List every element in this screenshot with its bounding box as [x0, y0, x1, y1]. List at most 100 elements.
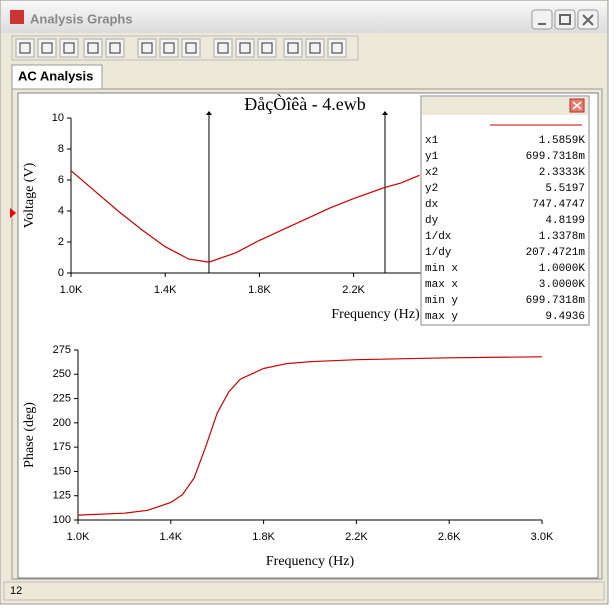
tab[interactable]	[11, 64, 103, 91]
toolbar-icon	[109, 42, 121, 54]
toolbar-icon	[41, 42, 53, 54]
toolbar-icon	[261, 42, 273, 54]
title-bar	[1, 1, 607, 33]
readout-value: 1.3378m	[539, 231, 586, 243]
toolbar-icon	[163, 42, 175, 54]
cursor-readout: x1 1.5859K y1 699.7318m x2 2.3333K y2 5.5197 dx 7…	[420, 95, 590, 326]
readout-label: x1	[425, 135, 439, 147]
x-tick-label: 1.4K	[154, 284, 177, 296]
cursor-handle	[381, 111, 388, 115]
toolbar-button[interactable]	[305, 38, 325, 58]
readout-label: y2	[425, 183, 438, 195]
y-axis-label: Voltage (V)	[22, 162, 37, 228]
readout-value: 747.4747	[532, 199, 585, 211]
x-tick-label: 2.6K	[438, 531, 461, 543]
readout-label: dx	[425, 199, 439, 211]
y-tick-label: 8	[58, 143, 64, 155]
readout-label: dy	[425, 215, 439, 227]
minimize-button[interactable]	[531, 9, 553, 30]
y-tick-label: 125	[53, 490, 71, 502]
x-tick-label: 3.0K	[531, 531, 554, 543]
toolbar-button[interactable]	[137, 38, 157, 58]
tab-label: AC Analysis	[18, 68, 93, 83]
toolbar-button[interactable]	[327, 38, 347, 58]
x-tick-label: 1.8K	[252, 531, 275, 543]
readout-value: 699.7318m	[526, 295, 586, 307]
y-tick-label: 200	[53, 417, 71, 429]
x-tick-label: 1.4K	[159, 531, 182, 543]
toolbar-button[interactable]	[235, 38, 255, 58]
readout-label: 1/dx	[425, 231, 452, 243]
window-title: Analysis Graphs	[30, 11, 133, 26]
cursor-handle	[205, 111, 212, 115]
readout-value: 5.5197	[545, 183, 585, 195]
y-tick-label: 0	[58, 267, 64, 279]
toolbar-icon	[141, 42, 153, 54]
x-tick-label: 2.2K	[342, 284, 365, 296]
y-tick-label: 150	[53, 465, 71, 477]
app-icon	[10, 10, 24, 24]
y-tick-label: 175	[53, 441, 71, 453]
x-axis-label: Frequency (Hz)	[266, 554, 355, 569]
readout-label: x2	[425, 167, 438, 179]
toolbar-button[interactable]	[283, 38, 303, 58]
toolbar-icon	[239, 42, 251, 54]
readout-label: 1/dy	[425, 247, 452, 259]
x-tick-label: 2.2K	[345, 531, 368, 543]
readout-value: 699.7318m	[526, 151, 586, 163]
status-bar	[3, 581, 605, 601]
readout-label: min x	[425, 263, 458, 275]
readout-label: y1	[425, 151, 439, 163]
toolbar-icon	[87, 42, 99, 54]
data-line	[70, 170, 420, 263]
y-tick-label: 10	[52, 112, 64, 124]
y-tick-label: 6	[58, 174, 64, 186]
y-tick-label: 100	[53, 514, 71, 526]
readout-label: max x	[425, 279, 458, 291]
readout-label: min y	[425, 295, 458, 307]
toolbar-icon	[287, 42, 299, 54]
y-tick-label: 2	[58, 236, 64, 248]
x-tick-label: 1.8K	[248, 284, 271, 296]
toolbar-button[interactable]	[213, 38, 233, 58]
toolbar-icon	[331, 42, 343, 54]
y-axis-label: Phase (deg)	[22, 402, 37, 468]
window-buttons	[531, 9, 599, 30]
toolbar-button[interactable]	[83, 38, 103, 58]
toolbar-button[interactable]	[15, 38, 35, 58]
toolbar-button[interactable]	[181, 38, 201, 58]
toolbar-button[interactable]	[59, 38, 79, 58]
toolbar-icon	[309, 42, 321, 54]
y-tick-label: 4	[58, 205, 64, 217]
toolbar-icon	[63, 42, 75, 54]
toolbar-button[interactable]	[37, 38, 57, 58]
toolbar	[11, 35, 359, 61]
x-axis-label: Frequency (Hz)	[331, 307, 420, 322]
readout-value: 2.3333K	[539, 167, 586, 179]
readout-value: 1.5859K	[539, 135, 586, 147]
readout-value: 4.8199	[545, 215, 585, 227]
maximize-button[interactable]	[554, 9, 576, 30]
x-tick-label: 1.0K	[60, 284, 83, 296]
toolbar-icon	[217, 42, 229, 54]
y-tick-label: 275	[53, 344, 71, 356]
y-tick-label: 225	[53, 392, 71, 404]
toolbar-button[interactable]	[105, 38, 125, 58]
toolbar-button[interactable]	[257, 38, 277, 58]
readout-value: 3.0000K	[539, 279, 586, 291]
readout-label: max y	[425, 311, 458, 323]
y-tick-label: 250	[53, 368, 71, 380]
readout-value: 1.0000K	[539, 263, 586, 275]
x-tick-label: 1.0K	[67, 531, 90, 543]
chart-title: ĐåçÒîêà - 4.ewb	[244, 93, 365, 114]
toolbar-button[interactable]	[159, 38, 179, 58]
data-line	[77, 356, 543, 516]
toolbar-icon	[19, 42, 31, 54]
status-text: 12	[10, 585, 22, 597]
readout-value: 207.4721m	[526, 247, 586, 259]
toolbar-icon	[185, 42, 197, 54]
readout-value: 9.4936	[545, 311, 585, 323]
active-graph-marker	[10, 208, 16, 218]
charts: 0 2 4 6 8 10 1.0K 1.4K 1.8K 2.2K Frequency (Hz) Vol…	[22, 93, 554, 569]
